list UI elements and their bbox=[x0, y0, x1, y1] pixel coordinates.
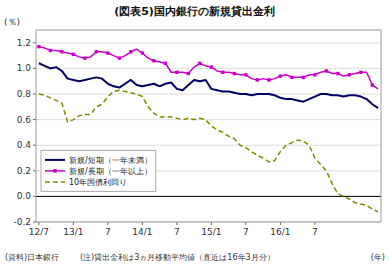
series-marker bbox=[129, 50, 132, 53]
series-marker bbox=[187, 72, 190, 75]
x-tick-label: 15/1 bbox=[201, 227, 221, 237]
x-tick-label: 7 bbox=[312, 227, 318, 237]
legend-swatch bbox=[45, 181, 65, 183]
series-marker bbox=[290, 76, 293, 79]
series-marker bbox=[37, 45, 40, 48]
series-marker bbox=[313, 73, 316, 76]
y-tick-label: 1.2 bbox=[17, 38, 31, 48]
legend-box bbox=[41, 150, 156, 191]
x-tick-label: 7 bbox=[174, 227, 180, 237]
series-marker bbox=[348, 73, 351, 76]
series-marker bbox=[256, 78, 259, 81]
series-group bbox=[37, 45, 378, 212]
grid-line bbox=[36, 145, 381, 146]
series-marker bbox=[175, 71, 178, 74]
y-tick-label: 0.0 bbox=[17, 191, 32, 201]
x-tick-label: 16/1 bbox=[270, 227, 290, 237]
y-tick-label: 1.0 bbox=[17, 63, 32, 73]
series-marker bbox=[49, 49, 52, 52]
x-tick-label: 13/1 bbox=[63, 227, 83, 237]
series-marker bbox=[325, 69, 328, 72]
legend-swatch bbox=[45, 159, 65, 161]
y-tick-label: -0.2 bbox=[13, 217, 31, 227]
x-axis-label: (年) bbox=[371, 253, 385, 262]
grid-line bbox=[36, 119, 381, 120]
series-marker bbox=[164, 62, 167, 65]
series-marker bbox=[106, 51, 109, 54]
series-marker bbox=[118, 56, 121, 59]
legend-label: 新規/長期（一年以上） bbox=[69, 167, 152, 176]
y-tick-label: 0.2 bbox=[17, 166, 31, 176]
legend: 新規/短期（一年未満） 新規/長期（一年以上） 10年国債利回り bbox=[41, 150, 156, 191]
annotation: (注)貸出金利は3ヵ月移動平均値（直近は16年3月分） bbox=[80, 253, 275, 262]
series-marker bbox=[141, 51, 144, 54]
series-marker bbox=[221, 71, 224, 74]
series-marker bbox=[95, 50, 98, 53]
y-tick-label: 0.4 bbox=[17, 140, 32, 150]
zero-line bbox=[36, 196, 381, 197]
series-line bbox=[39, 47, 378, 89]
series-marker bbox=[371, 83, 374, 86]
x-tick-label: 7 bbox=[105, 227, 111, 237]
chart: -0.2 0.0 0.2 0.4 0.6 0.8 1.0 1.2 12/7 13/1 7 14/1 7 1… bbox=[0, 0, 389, 266]
y-tick-label: 0.6 bbox=[17, 115, 32, 125]
series-line bbox=[39, 63, 378, 108]
series-marker bbox=[72, 53, 75, 56]
y-tick-label: 0.8 bbox=[17, 89, 32, 99]
legend-label: 新規/短期（一年未満） bbox=[69, 156, 152, 165]
series-marker bbox=[233, 72, 236, 75]
series-marker bbox=[336, 72, 339, 75]
x-tick-label: 12/7 bbox=[29, 227, 49, 237]
grid-line bbox=[36, 42, 381, 43]
series-marker bbox=[83, 56, 86, 59]
grid-line bbox=[36, 68, 381, 69]
series-line bbox=[39, 90, 378, 212]
y-axis-label: (％) bbox=[4, 17, 20, 27]
series-marker bbox=[152, 59, 155, 62]
series-marker bbox=[244, 73, 247, 76]
series-marker bbox=[267, 78, 270, 81]
legend-marker bbox=[53, 169, 57, 173]
series-marker bbox=[359, 71, 362, 74]
annotation: (資料)日本銀行 bbox=[5, 253, 59, 262]
series-marker bbox=[198, 62, 201, 65]
series-marker bbox=[60, 50, 63, 53]
x-tick-label: 14/1 bbox=[132, 227, 152, 237]
series-marker bbox=[279, 74, 282, 77]
plot-frame bbox=[36, 30, 381, 222]
series-marker bbox=[210, 65, 213, 68]
title: (図表5)国内銀行の新規貸出金利 bbox=[114, 5, 275, 18]
grid-line bbox=[36, 196, 381, 197]
x-tick-label: 7 bbox=[243, 227, 249, 237]
series-marker bbox=[302, 76, 305, 79]
legend-label: 10年国債利回り bbox=[69, 178, 127, 187]
grid bbox=[36, 43, 381, 222]
